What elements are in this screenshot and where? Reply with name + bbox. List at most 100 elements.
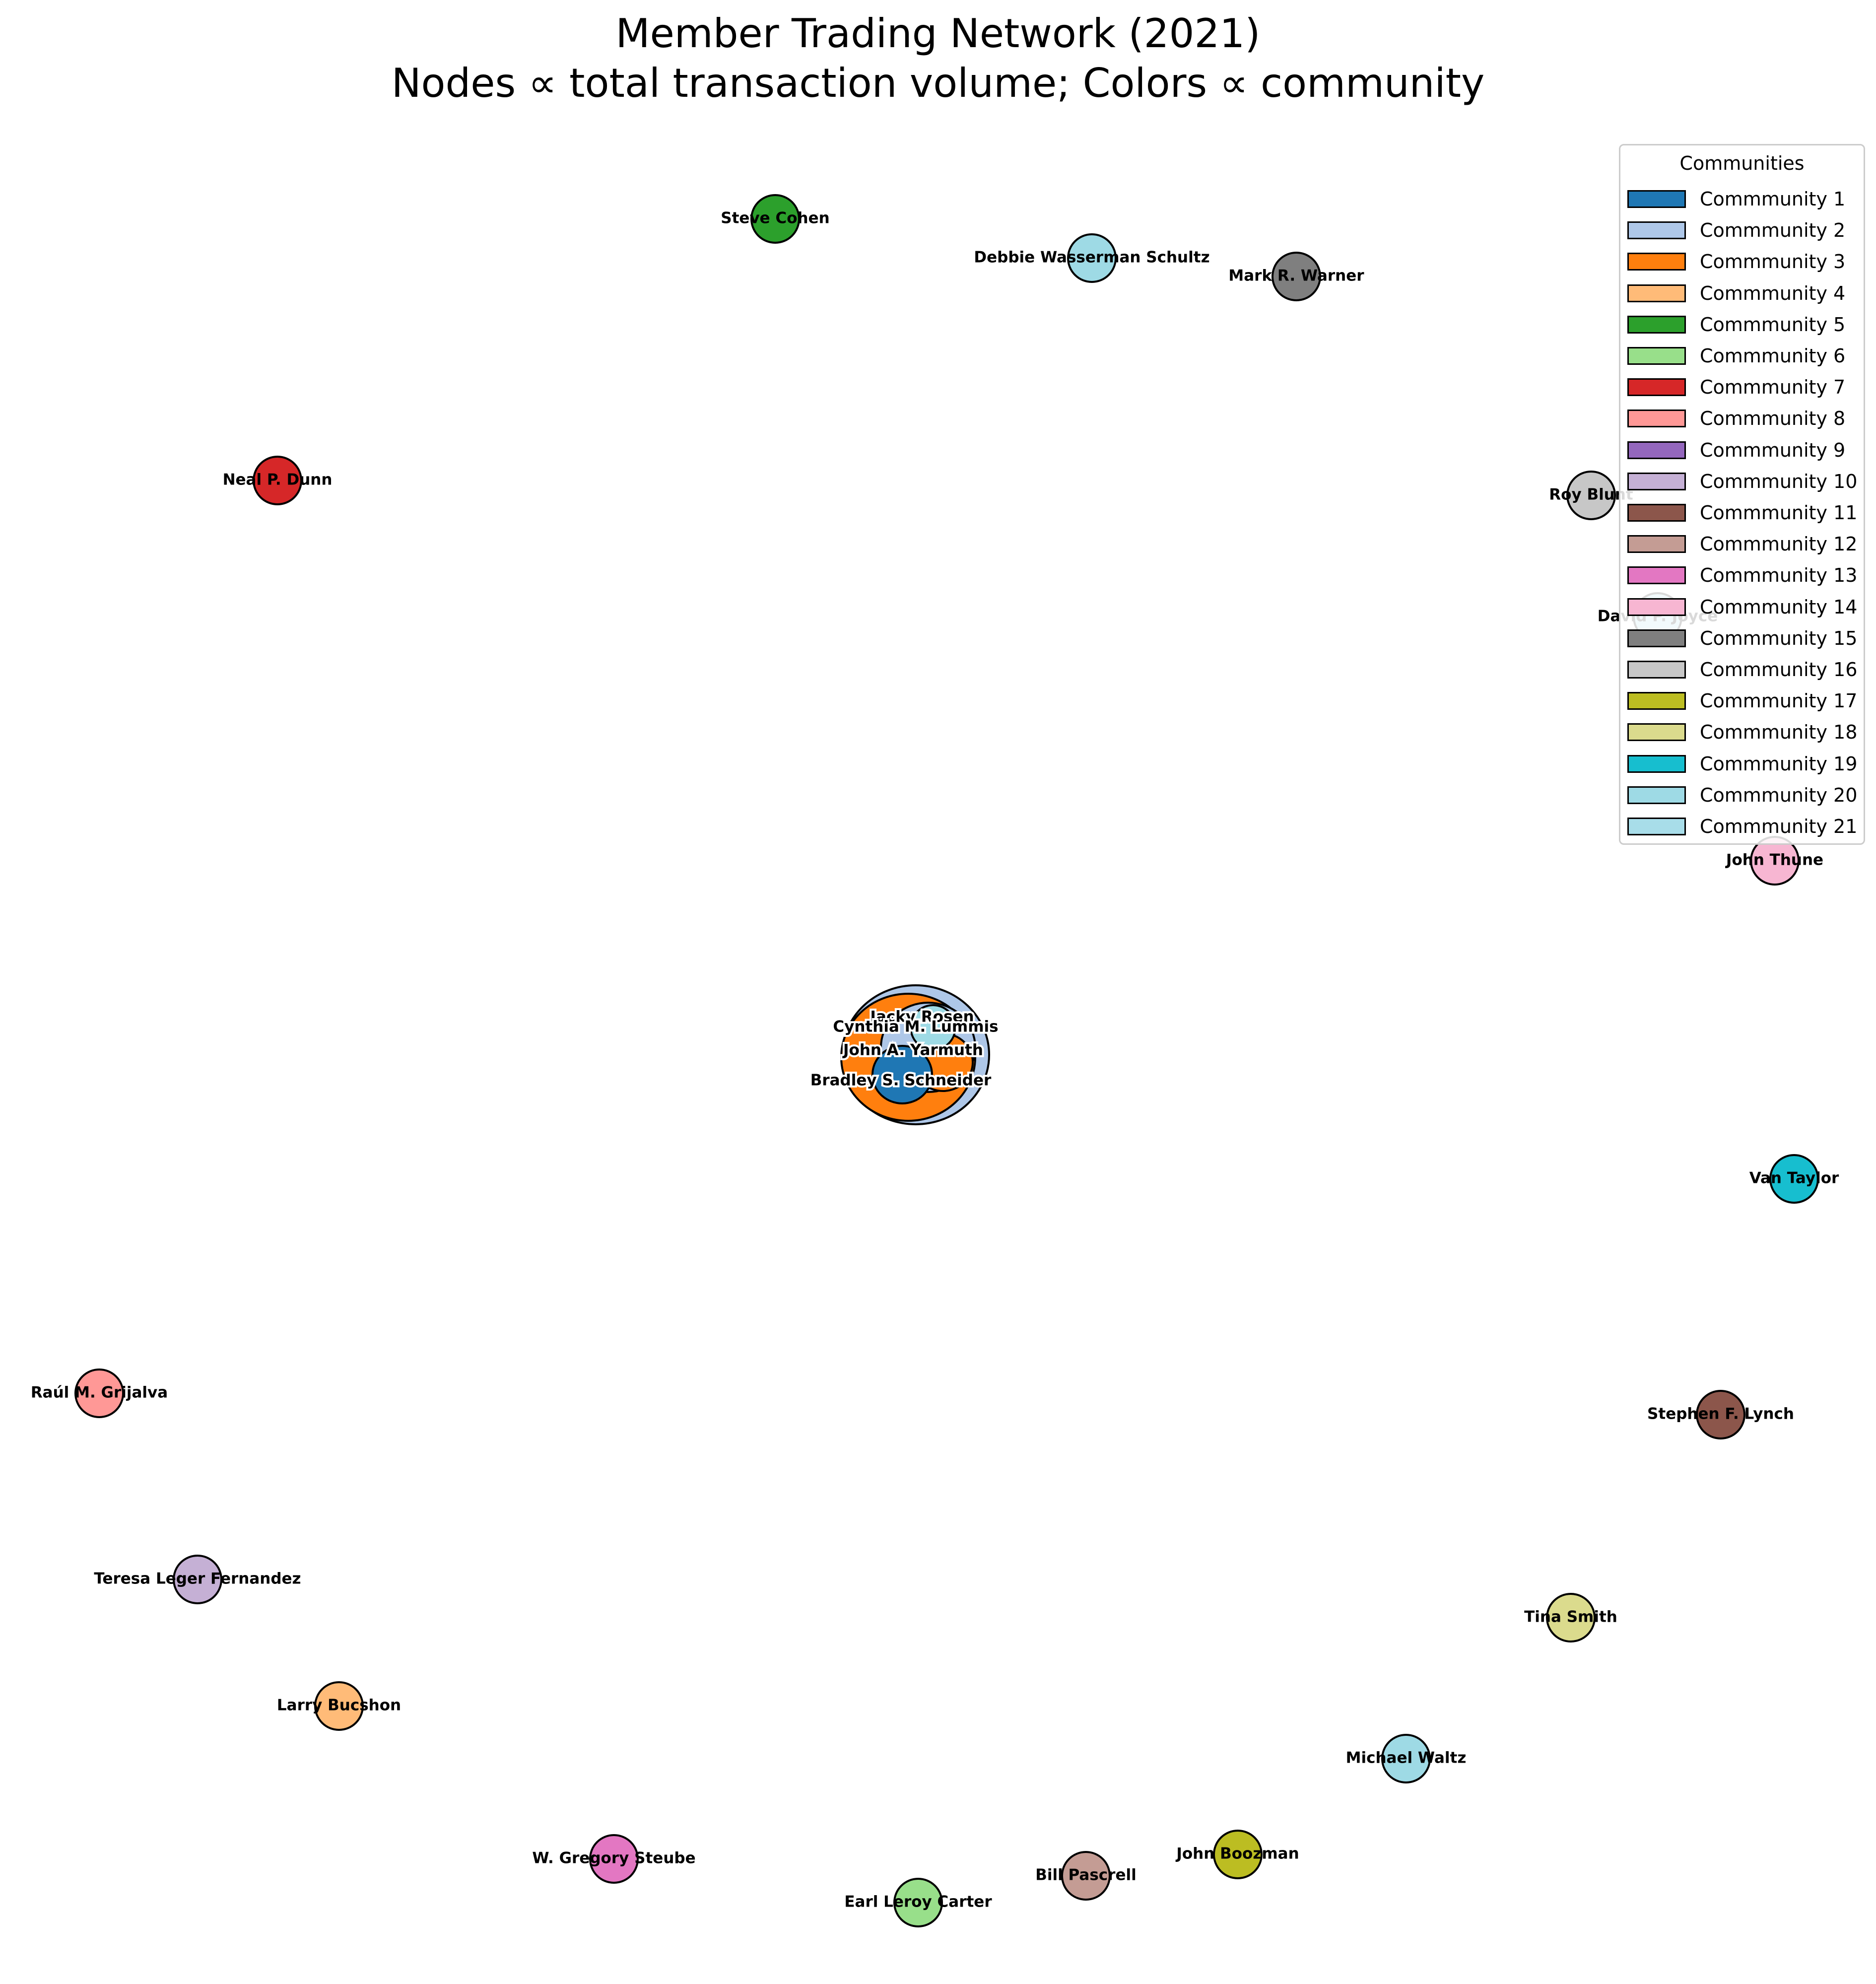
legend-swatch	[1627, 535, 1686, 553]
chart-title-line-1: Member Trading Network (2021)	[615, 10, 1261, 57]
node-label: Cynthia M. Lummis	[833, 1018, 998, 1036]
legend-swatch	[1627, 253, 1686, 271]
node-label: Jacky Rosen	[869, 1008, 974, 1026]
legend-swatch	[1627, 661, 1686, 679]
chart-title: Member Trading Network (2021) Nodes ∝ to…	[0, 9, 1876, 108]
node-circle	[750, 194, 800, 244]
node-circle	[1696, 1390, 1745, 1439]
legend-item: Commmunity 18	[1627, 718, 1857, 746]
legend-item: Commmunity 9	[1627, 436, 1845, 464]
legend-swatch	[1627, 284, 1686, 302]
legend-swatch	[1627, 504, 1686, 522]
cluster-node	[910, 1004, 956, 1051]
node-label: John A. Yarmuth	[842, 1041, 983, 1059]
legend-swatch	[1627, 410, 1686, 428]
legend-label: Commmunity 20	[1700, 784, 1858, 806]
node-label: John Boozman	[1175, 1845, 1299, 1863]
node-label: Stephen F. Lynch	[1647, 1405, 1794, 1423]
legend-item: Commmunity 19	[1627, 750, 1857, 778]
legend-label: Commmunity 4	[1700, 282, 1846, 304]
legend-swatch	[1627, 786, 1686, 804]
legend-label: Commmunity 7	[1700, 376, 1846, 399]
legend-item: Commmunity 17	[1627, 687, 1857, 715]
legend-label: Commmunity 2	[1700, 219, 1846, 242]
node-circle	[253, 456, 302, 505]
node-label: Mark R. Warner	[1228, 267, 1364, 285]
node-label: Earl Leroy Carter	[844, 1893, 992, 1911]
legend-swatch	[1627, 472, 1686, 490]
node-label: Tina Smith	[1524, 1608, 1617, 1626]
legend-label: Commmunity 13	[1700, 564, 1858, 587]
legend-label: Commmunity 15	[1700, 627, 1858, 649]
node-circle	[74, 1368, 124, 1418]
legend-item: Commmunity 12	[1627, 530, 1857, 558]
node-circle	[1272, 252, 1321, 301]
legend-swatch	[1627, 598, 1686, 616]
legend-swatch	[1627, 818, 1686, 835]
legend-item: Commmunity 6	[1627, 342, 1845, 370]
legend-label: Commmunity 21	[1700, 816, 1858, 837]
legend-label: Commmunity 9	[1700, 439, 1846, 461]
node-circle	[589, 1834, 639, 1884]
node-circle	[893, 1878, 943, 1927]
legend-item: Commmunity 5	[1627, 311, 1845, 339]
legend-label: Commmunity 19	[1700, 753, 1858, 775]
node-label: Debbie Wasserman Schultz	[974, 249, 1209, 267]
node-circle	[1381, 1734, 1431, 1783]
legend-label: Commmunity 10	[1700, 470, 1858, 492]
legend-item: Commmunity 15	[1627, 624, 1857, 652]
node-label: John Thune	[1725, 851, 1823, 869]
legend-label: Commmunity 6	[1700, 345, 1846, 367]
node-circle	[1546, 1593, 1596, 1642]
legend-swatch	[1627, 566, 1686, 585]
legend-item: Commmunity 16	[1627, 656, 1857, 684]
legend-item: Commmunity 1	[1627, 185, 1845, 213]
legend-swatch	[1627, 692, 1686, 710]
legend-label: Commmunity 18	[1700, 721, 1858, 744]
legend: Communities Commmunity 1 Commmunity 2 Comm…	[1619, 144, 1865, 845]
node-label: Michael Waltz	[1346, 1749, 1467, 1767]
legend-swatch	[1627, 347, 1686, 365]
legend-label: Commmunity 16	[1700, 659, 1858, 681]
legend-swatch	[1627, 629, 1686, 647]
node-label: W. Gregory Steube	[532, 1849, 695, 1867]
node-circle	[1067, 233, 1117, 283]
legend-item: Commmunity 3	[1627, 248, 1845, 275]
legend-label: Commmunity 8	[1700, 408, 1846, 430]
legend-swatch	[1627, 378, 1686, 397]
legend-item: Commmunity 2	[1627, 216, 1845, 244]
legend-label: Commmunity 17	[1700, 690, 1858, 712]
legend-item: Commmunity 8	[1627, 405, 1845, 432]
legend-item: Commmunity 11	[1627, 499, 1857, 527]
legend-label: Commmunity 5	[1700, 313, 1846, 336]
legend-label: Commmunity 3	[1700, 251, 1846, 273]
node-circle	[1769, 1154, 1819, 1204]
legend-swatch	[1627, 723, 1686, 742]
legend-label: Commmunity 1	[1700, 188, 1846, 210]
legend-item: Commmunity 7	[1627, 373, 1845, 401]
legend-swatch	[1627, 754, 1686, 773]
node-label: Neal P. Dunn	[223, 471, 333, 489]
legend-label: Commmunity 14	[1700, 596, 1858, 618]
legend-swatch	[1627, 315, 1686, 334]
legend-swatch	[1627, 441, 1686, 459]
legend-item: Commmunity 4	[1627, 279, 1845, 307]
node-circle	[1213, 1830, 1263, 1879]
legend-swatch	[1627, 190, 1686, 208]
node-label: Larry Bucshon	[277, 1697, 401, 1714]
node-circle	[173, 1555, 222, 1604]
node-label: Bill Pascrell	[1035, 1866, 1137, 1884]
node-label: Van Taylor	[1749, 1169, 1839, 1187]
legend-title: Communities	[1679, 152, 1805, 174]
legend-label: Commmunity 11	[1700, 502, 1858, 524]
legend-label: Commmunity 12	[1700, 533, 1858, 555]
node-label: Steve Cohen	[721, 209, 829, 227]
node-label: Teresa Leger Fernandez	[94, 1570, 301, 1588]
node-circle	[314, 1681, 364, 1731]
legend-item: Commmunity 20	[1627, 781, 1857, 809]
legend-swatch	[1627, 221, 1686, 240]
node-label: Bradley S. Schneider	[810, 1072, 992, 1090]
node-circle	[1566, 471, 1616, 520]
legend-item: Commmunity 13	[1627, 561, 1857, 589]
legend-item: Commmunity 10	[1627, 468, 1857, 495]
